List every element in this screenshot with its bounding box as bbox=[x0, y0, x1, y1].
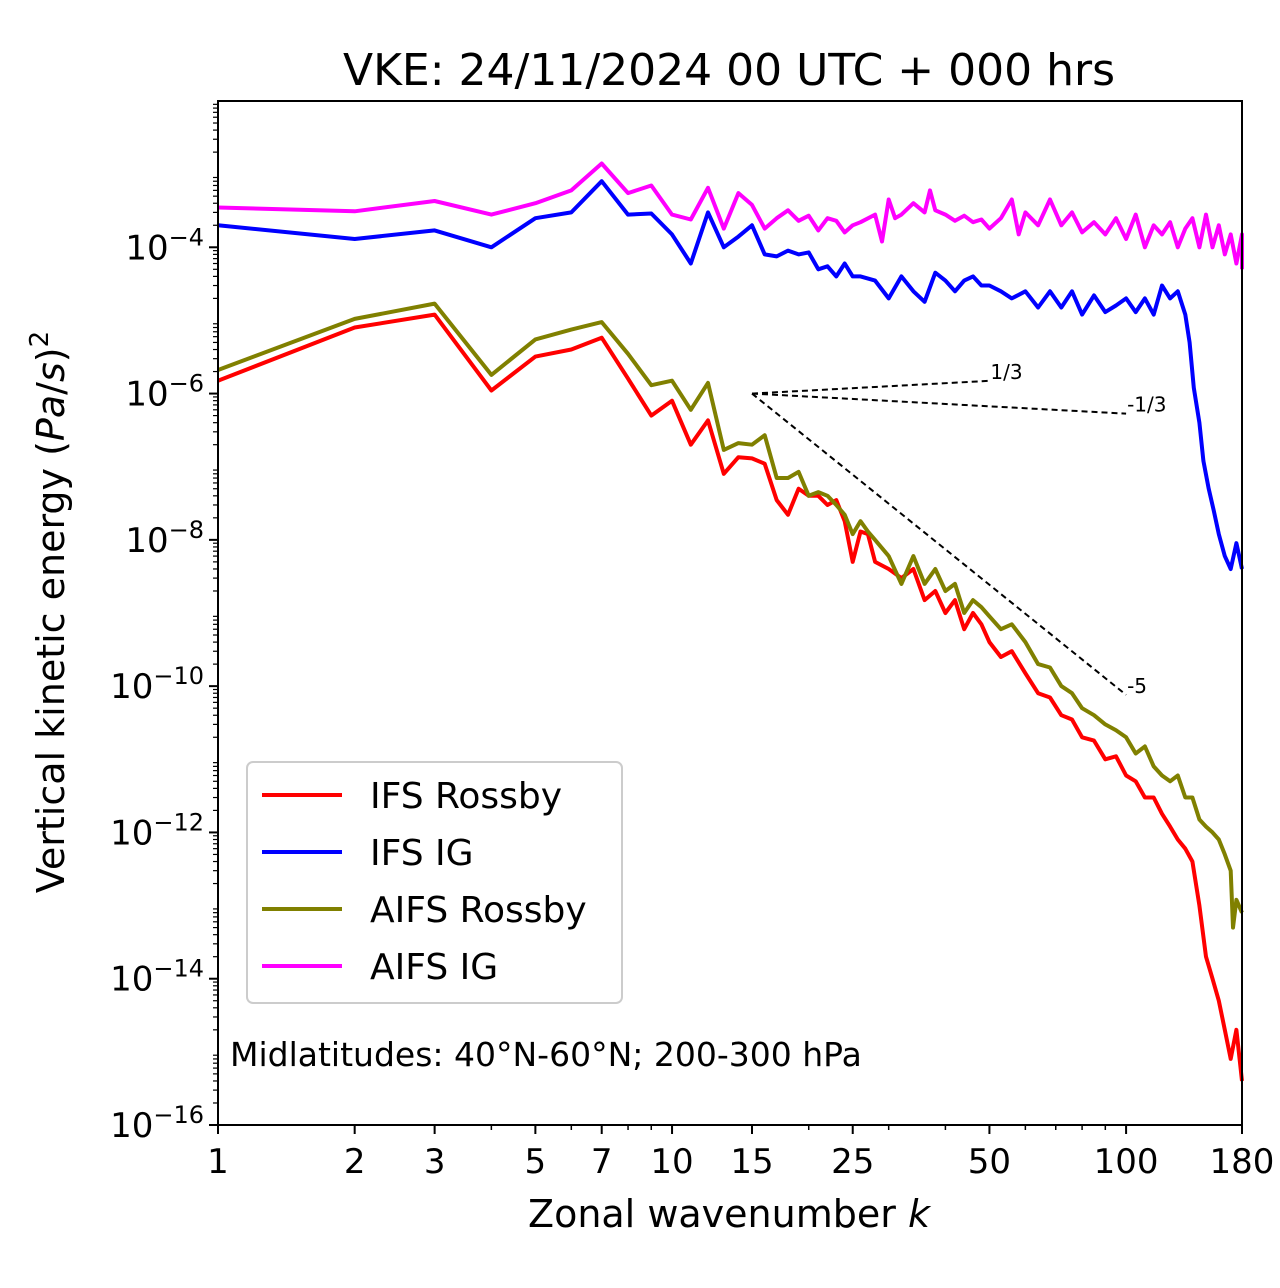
x-tick-label: 1 bbox=[207, 1142, 229, 1182]
x-axis-ticks: 1 2 3 5 7 10 15 25 50 100 180 bbox=[207, 1125, 1274, 1182]
y-tick-label: 10−16 bbox=[110, 1101, 204, 1146]
x-tick-label: 100 bbox=[1094, 1142, 1159, 1182]
plot-frame bbox=[217, 100, 1243, 1126]
x-tick-label: 25 bbox=[831, 1142, 874, 1182]
y-tick-label: 10−8 bbox=[125, 516, 204, 561]
chart-title: VKE: 24/11/2024 00 UTC + 000 hrs bbox=[343, 45, 1115, 96]
legend-label-ifs-rossby: IFS Rossby bbox=[370, 776, 562, 817]
y-tick-label: 10−10 bbox=[110, 662, 204, 707]
y-axis-label: Vertical kinetic energy (Pa/s)2 bbox=[25, 331, 73, 893]
reference-slope-label-1: -1/3 bbox=[1127, 393, 1166, 417]
reference-slope-label-0: 1/3 bbox=[990, 360, 1022, 384]
legend-box bbox=[246, 761, 623, 1004]
series-line-aifs-rossby bbox=[217, 301, 1244, 930]
series-line-aifs-ig bbox=[217, 161, 1244, 270]
x-tick-label: 3 bbox=[424, 1142, 446, 1182]
legend-label-aifs-ig: AIFS IG bbox=[370, 947, 498, 988]
series-line-ifs-ig bbox=[217, 179, 1244, 571]
plot-area: 1/3 -1/3 -5 bbox=[217, 161, 1244, 1082]
legend: IFS Rossby IFS IG AIFS Rossby AIFS IG bbox=[246, 761, 623, 1004]
x-tick-label: 50 bbox=[968, 1142, 1011, 1182]
y-tick-label: 10−6 bbox=[125, 370, 204, 415]
x-tick-label: 10 bbox=[650, 1142, 693, 1182]
x-axis-label: Zonal wavenumber k bbox=[528, 1192, 932, 1236]
series-line-ifs-rossby bbox=[217, 312, 1244, 1082]
region-annotation: Midlatitudes: 40°N-60°N; 200-300 hPa bbox=[230, 1035, 862, 1074]
y-tick-label: 10−4 bbox=[125, 223, 204, 268]
x-tick-label: 5 bbox=[525, 1142, 547, 1182]
reference-slope-line-2 bbox=[751, 392, 1127, 696]
y-axis-ticks: 10−16 10−14 10−12 10−10 10−8 10−6 10−4 bbox=[110, 103, 218, 1146]
reference-slope-label-2: -5 bbox=[1127, 674, 1147, 698]
reference-slope-line-1 bbox=[751, 392, 1127, 415]
y-tick-label: 10−14 bbox=[110, 955, 204, 1000]
legend-label-aifs-rossby: AIFS Rossby bbox=[370, 890, 587, 931]
legend-label-ifs-ig: IFS IG bbox=[370, 833, 474, 874]
x-tick-label: 180 bbox=[1210, 1142, 1275, 1182]
y-tick-label: 10−12 bbox=[110, 808, 204, 853]
x-tick-label: 2 bbox=[344, 1142, 366, 1182]
x-tick-label: 7 bbox=[591, 1142, 613, 1182]
x-tick-label: 15 bbox=[730, 1142, 773, 1182]
